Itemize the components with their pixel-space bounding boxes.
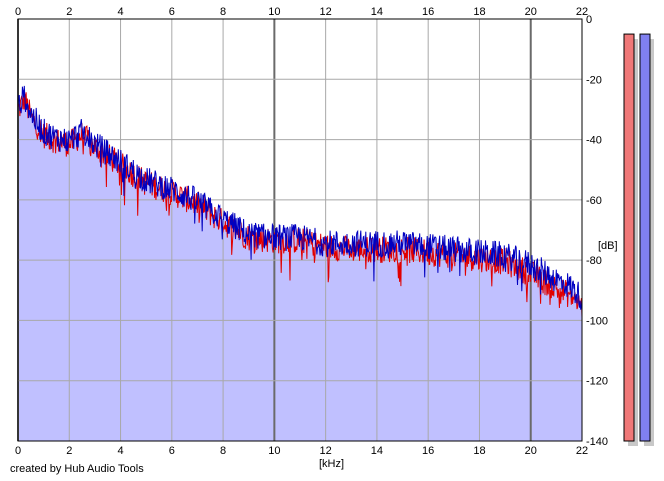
y-tick-label: -20	[586, 74, 602, 86]
level-meter-1	[623, 33, 635, 442]
spectrum-trace-2	[17, 85, 583, 310]
spectrum-fill	[18, 85, 582, 442]
x-tick-label-bottom: 4	[117, 445, 123, 457]
x-tick-label-top: 14	[371, 6, 383, 18]
x-tick-label-bottom: 2	[66, 445, 72, 457]
x-tick-label-top: 18	[473, 6, 485, 18]
y-tick-label: -60	[586, 195, 602, 207]
plot-frame	[17, 18, 583, 442]
x-tick-label-top: 6	[169, 6, 175, 18]
x-tick-label-top: 10	[268, 6, 280, 18]
y-tick-label: 0	[586, 14, 592, 26]
x-tick-label-top: 22	[576, 6, 588, 18]
x-tick-label-bottom: 14	[371, 445, 383, 457]
x-tick-label-bottom: 22	[576, 445, 588, 457]
y-tick-label: -140	[586, 436, 608, 448]
x-axis-unit-label: [kHz]	[319, 458, 345, 470]
x-tick-label-top: 2	[66, 6, 72, 18]
x-tick-label-top: 8	[220, 6, 226, 18]
credit-text: created by Hub Audio Tools	[10, 463, 144, 475]
y-tick-label: -80	[586, 255, 602, 267]
x-tick-label-bottom: 18	[473, 445, 485, 457]
grid-lines	[17, 18, 583, 442]
x-tick-label-bottom: 8	[220, 445, 226, 457]
x-tick-label-bottom: 10	[268, 445, 280, 457]
x-tick-label-top: 12	[320, 6, 332, 18]
y-tick-label: -120	[586, 376, 608, 388]
x-tick-label-bottom: 20	[525, 445, 537, 457]
x-tick-label-bottom: 6	[169, 445, 175, 457]
x-tick-label-top: 4	[117, 6, 123, 18]
x-tick-label-bottom: 12	[320, 445, 332, 457]
x-tick-label-top: 0	[15, 6, 21, 18]
x-tick-label-top: 20	[525, 6, 537, 18]
y-axis-unit-label: [dB]	[598, 240, 618, 252]
x-tick-label-bottom: 16	[422, 445, 434, 457]
x-tick-label-top: 16	[422, 6, 434, 18]
level-meter-2	[639, 33, 651, 442]
y-tick-label: -40	[586, 135, 602, 147]
x-tick-label-bottom: 0	[15, 445, 21, 457]
y-tick-label: -100	[586, 315, 608, 327]
